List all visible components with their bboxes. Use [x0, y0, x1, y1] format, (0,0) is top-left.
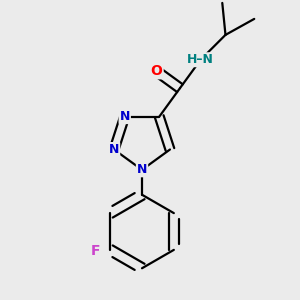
Text: F: F: [91, 244, 100, 259]
Text: O: O: [151, 64, 163, 78]
Text: H–N: H–N: [187, 53, 214, 66]
Text: N: N: [109, 143, 119, 156]
Text: N: N: [119, 110, 130, 123]
Text: N: N: [137, 163, 147, 176]
